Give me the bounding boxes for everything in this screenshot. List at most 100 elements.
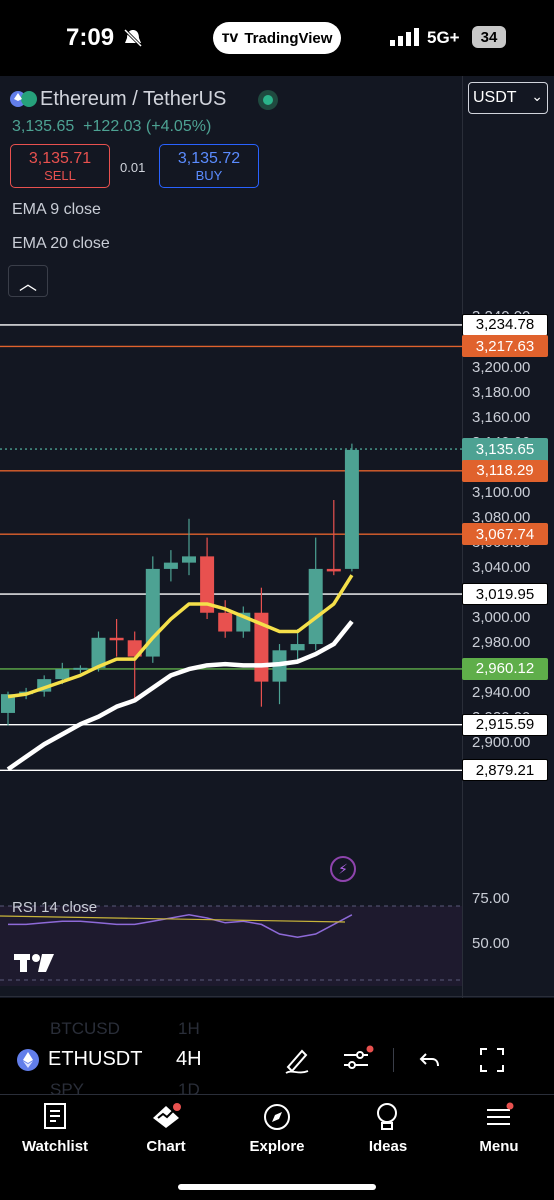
price-tag-value: 2,915.59 xyxy=(475,716,535,734)
price-tag-value: 2,960.12 xyxy=(475,660,535,678)
fullscreen-icon[interactable] xyxy=(478,1046,506,1074)
price-tag-value: 2,879.21 xyxy=(475,761,535,779)
price-tick: 3,040.00 xyxy=(472,558,531,576)
spread-value: 0.01 xyxy=(120,160,146,175)
ghost-interval-1: 1H xyxy=(178,1019,200,1038)
price-tick: 2,980.00 xyxy=(472,634,531,652)
undo-icon[interactable] xyxy=(418,1048,442,1072)
price-tag: 3,019.95 xyxy=(462,583,548,605)
bottom-panel xyxy=(0,998,554,1200)
candle-body xyxy=(182,556,196,563)
status-time: 7:09 xyxy=(66,24,115,51)
candle-body xyxy=(290,644,305,651)
last-price: 3,135.65 xyxy=(12,118,75,135)
rsi-legend[interactable]: RSI 14 close xyxy=(12,899,98,916)
price-change: +122.03 (+4.05%) xyxy=(83,118,212,135)
tab-ideas[interactable]: Ideas xyxy=(368,1138,408,1155)
symbol-selector[interactable]: ETHUSDT xyxy=(48,1048,143,1070)
price-tick: 2,900.00 xyxy=(472,734,531,752)
chart-area[interactable] xyxy=(0,76,554,998)
sell-price: 3,135.71 xyxy=(28,150,92,167)
pair-title[interactable]: Ethereum / TetherUS xyxy=(40,88,227,110)
tab-explore[interactable]: Explore xyxy=(249,1138,305,1155)
price-tick: 3,100.00 xyxy=(472,483,531,501)
lightning-icon[interactable]: ⚡ xyxy=(330,856,356,882)
price-tag: 2,879.21 xyxy=(462,759,548,782)
price-tick: 3,200.00 xyxy=(472,358,531,376)
pair-logo-icon xyxy=(10,91,37,107)
buy-button[interactable]: 3,135.72 BUY xyxy=(159,144,259,188)
price-tick: 2,940.00 xyxy=(472,684,531,702)
tabbar-divider xyxy=(0,1094,554,1095)
chevron-up-icon: ︿ xyxy=(19,274,37,294)
tab-menu[interactable]: Menu xyxy=(479,1138,519,1155)
app-label: TradingView xyxy=(244,29,333,47)
collapse-legend-button[interactable]: ︿ xyxy=(8,265,48,297)
price-tag: 3,118.29 xyxy=(462,459,548,482)
candle-body xyxy=(344,449,359,569)
price-tag-value: 3,019.95 xyxy=(475,585,535,603)
currency-label: USDT xyxy=(473,89,517,106)
battery-icon: 34 xyxy=(472,26,506,48)
ghost-symbol-2: SPY xyxy=(50,1080,85,1099)
candlestick-chart[interactable] xyxy=(0,76,462,998)
signal-icon xyxy=(390,28,419,46)
candle-body xyxy=(91,637,106,668)
price-tag-value: 3,118.29 xyxy=(476,462,534,480)
drawing-pen-icon[interactable] xyxy=(282,1045,312,1075)
axis-divider xyxy=(0,996,554,997)
buy-price: 3,135.72 xyxy=(177,150,241,167)
price-tag: 3,234.78 xyxy=(462,313,548,336)
rsi-pane-bg xyxy=(0,906,462,986)
candle-body xyxy=(109,637,124,641)
app-indicator-pill[interactable]: ᴛᴠ TradingView xyxy=(213,22,341,54)
candle-body xyxy=(218,612,233,632)
rsi-ma-line xyxy=(0,915,346,923)
sell-button[interactable]: 3,135.71 SELL xyxy=(10,144,110,188)
buy-label: BUY xyxy=(195,168,223,183)
price-tag: 3,217.63 xyxy=(462,335,548,358)
ema9-line xyxy=(7,574,354,699)
rsi-tick-50: 50.00 xyxy=(472,935,510,952)
ethereum-logo-icon xyxy=(17,1049,39,1071)
tab-watchlist[interactable]: Watchlist xyxy=(21,1138,89,1155)
ema20-line xyxy=(6,620,354,772)
indicators-settings-icon[interactable] xyxy=(340,1045,374,1075)
currency-select[interactable]: USDT ⌄ xyxy=(468,82,548,114)
interval-selector[interactable]: 4H xyxy=(176,1048,202,1070)
price-tick: 3,160.00 xyxy=(472,408,531,426)
candle-body xyxy=(200,556,215,613)
chevron-down-icon: ⌄ xyxy=(531,88,543,104)
compass-icon xyxy=(264,1104,290,1130)
price-tick: 3,000.00 xyxy=(472,609,531,626)
ema20-legend[interactable]: EMA 20 close xyxy=(12,235,110,252)
toolbar-divider xyxy=(393,1048,394,1072)
candle-body xyxy=(326,568,341,572)
menu-icon xyxy=(487,1102,514,1125)
watchlist-icon xyxy=(44,1103,66,1129)
price-tag-value: 3,234.78 xyxy=(475,316,535,334)
chart-icon xyxy=(153,1103,181,1128)
tab-chart[interactable]: Chart xyxy=(146,1138,186,1155)
price-tag: 3,067.74 xyxy=(462,523,548,546)
price-tag: 2,915.59 xyxy=(462,713,548,736)
candle-body xyxy=(55,669,70,680)
price-tag-value: 3,067.74 xyxy=(475,525,535,543)
tradingview-logo-icon: ᴛᴠ xyxy=(221,29,239,46)
price-tag-value: 3,135.65 xyxy=(475,441,535,459)
ghost-symbol-1: BTCUSD xyxy=(50,1019,120,1038)
candle-body xyxy=(73,667,88,670)
home-indicator xyxy=(178,1184,376,1190)
tradingview-watermark-icon xyxy=(14,954,54,972)
network-type: 5G+ xyxy=(427,28,460,47)
rsi-tick-75: 75.00 xyxy=(472,890,510,907)
market-status-icon xyxy=(258,90,278,110)
rsi-line xyxy=(8,914,353,938)
lightbulb-icon xyxy=(377,1103,397,1130)
bell-muted-icon xyxy=(123,28,143,48)
sell-label: SELL xyxy=(44,168,76,183)
price-tick: 3,180.00 xyxy=(472,383,531,401)
price-change-line: 3,135.65 +122.03 (+4.05%) xyxy=(12,118,211,136)
candle-body xyxy=(1,694,15,713)
ema9-legend[interactable]: EMA 9 close xyxy=(12,201,101,218)
